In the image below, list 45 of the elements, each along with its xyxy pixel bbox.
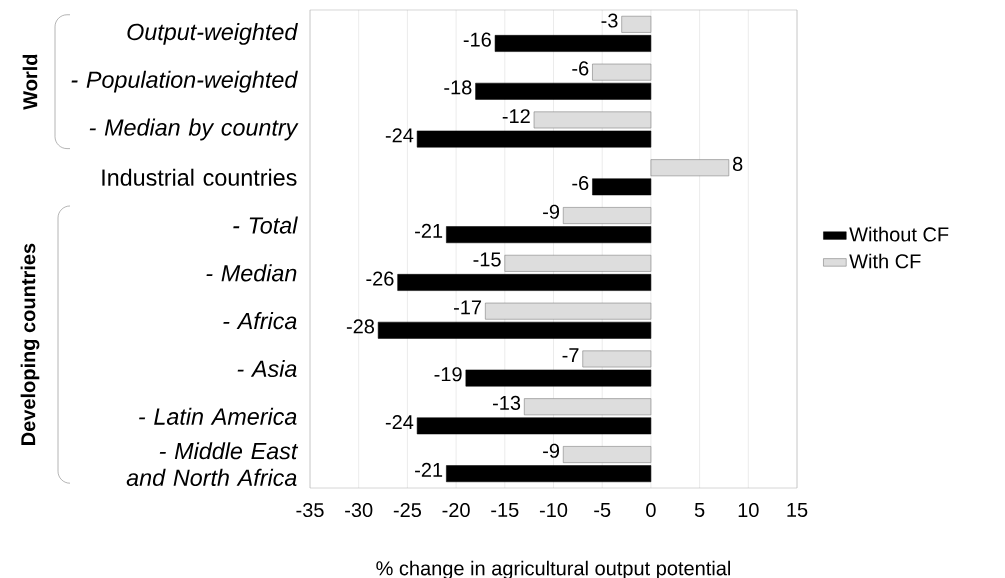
data-label: -17	[454, 300, 482, 315]
y-tick-label: - Population-weighted	[71, 70, 298, 93]
x-tick-label: 0	[646, 502, 656, 518]
y-tick-label: Output-weighted	[127, 23, 298, 45]
y-tick-label: Industrial countries	[102, 168, 297, 186]
data-label: -9	[543, 204, 560, 219]
data-label: -24	[385, 415, 414, 430]
text: Developing countries	[20, 243, 40, 445]
data-label: -9	[543, 443, 560, 458]
x-tick-label: -30	[345, 502, 373, 518]
x-tick-label: -5	[594, 502, 611, 517]
data-label: -13	[492, 395, 521, 410]
data-label: -3	[601, 13, 618, 28]
x-tick-label: 15	[787, 502, 808, 517]
x-tick-label: -20	[442, 502, 470, 518]
x-tick-label: -25	[393, 502, 422, 518]
x-tick-label: -15	[491, 502, 519, 517]
y-tick-label: - Asia	[237, 359, 297, 378]
y-tick-label: - Total	[233, 216, 298, 234]
y-tick-label: - Median	[206, 264, 297, 282]
y-tick-label: - Median by country	[89, 118, 299, 141]
legend-label: With CF	[849, 253, 921, 269]
x-tick-label: -10	[539, 502, 568, 518]
data-label: -16	[463, 32, 491, 47]
data-label: -24	[385, 128, 414, 143]
data-label: -21	[415, 462, 443, 477]
data-label: 8	[732, 156, 743, 171]
y-tick-label: - Latin America	[139, 407, 297, 425]
data-label: -28	[346, 319, 375, 334]
legend-label: Without CF	[849, 226, 949, 242]
data-label: -15	[473, 252, 501, 267]
y-tick-label: - Africa	[223, 312, 297, 330]
data-label: -6	[572, 61, 589, 76]
data-label: -12	[502, 109, 530, 124]
y-tick-label: - Middle East and North Africa	[126, 442, 299, 487]
data-label: -21	[415, 223, 443, 238]
data-label: -6	[572, 175, 589, 191]
data-label: -7	[562, 348, 579, 362]
data-label: -26	[366, 271, 394, 286]
data-label: -19	[434, 367, 462, 382]
x-tick-label: 10	[738, 502, 759, 518]
text: World	[22, 54, 38, 110]
x-tick-label: 5	[694, 502, 705, 517]
data-label: -18	[444, 80, 472, 95]
x-tick-label: -35	[296, 502, 324, 518]
